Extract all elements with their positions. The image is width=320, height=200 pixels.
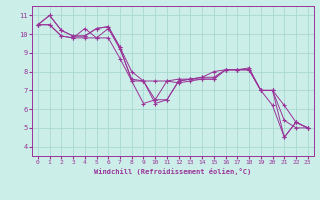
X-axis label: Windchill (Refroidissement éolien,°C): Windchill (Refroidissement éolien,°C) [94, 168, 252, 175]
